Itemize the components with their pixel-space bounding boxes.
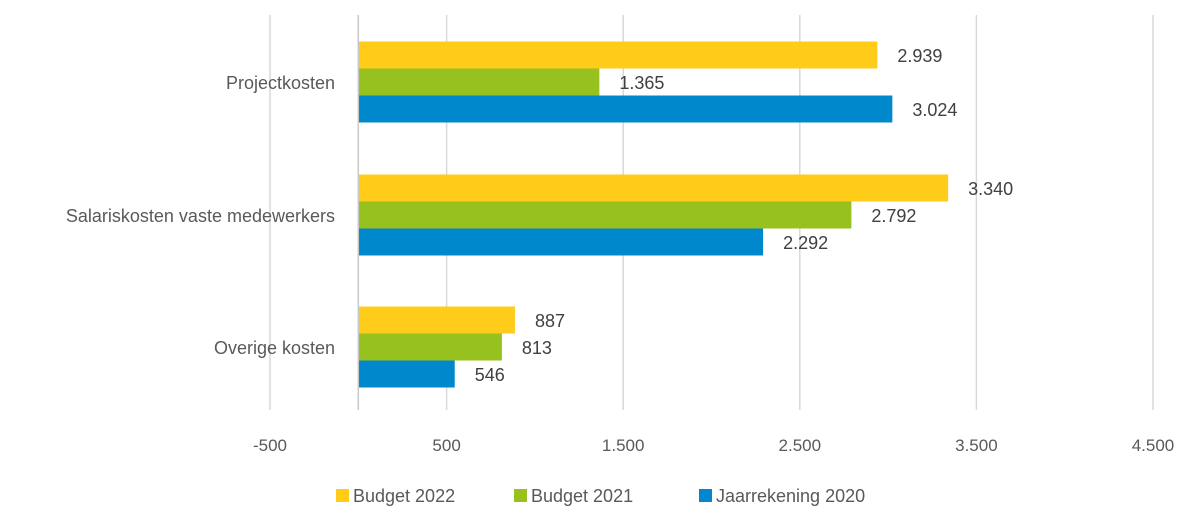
x-tick-label-5: 3.500 (955, 436, 998, 455)
category-labels: Projectkosten Salariskosten vaste medewer… (66, 73, 335, 358)
bar-3-2 (358, 333, 502, 361)
bar-1-2 (358, 68, 600, 96)
data-label-3-3: 546 (475, 365, 505, 385)
data-label-2-3: 2.292 (783, 233, 828, 253)
data-label-2-2: 2.792 (871, 206, 916, 226)
data-label-3-2: 813 (522, 338, 552, 358)
category-label-1: Projectkosten (226, 73, 335, 93)
legend-label-1: Budget 2022 (353, 486, 455, 506)
category-label-2: Salariskosten vaste medewerkers (66, 206, 335, 226)
x-tick-label-6: 4.500 (1132, 436, 1175, 455)
x-tick-label-1: -500 (253, 436, 287, 455)
x-tick-label-4: 2.500 (779, 436, 822, 455)
bar-2-1 (358, 174, 949, 202)
data-label-1-1: 2.939 (897, 46, 942, 66)
legend-label-2: Budget 2021 (531, 486, 633, 506)
x-tick-labels: -500 500 1.500 2.500 3.500 4.500 (253, 436, 1174, 455)
bars (358, 41, 949, 388)
bar-2-2 (358, 201, 852, 229)
data-labels: 2.939 1.365 3.024 3.340 2.792 2.292 887 813 546 (475, 46, 1013, 385)
data-label-2-1: 3.340 (968, 179, 1013, 199)
bar-1-1 (358, 41, 878, 69)
x-tick-label-3: 1.500 (602, 436, 645, 455)
legend-label-3: Jaarrekening 2020 (716, 486, 865, 506)
bar-1-3 (358, 95, 893, 123)
x-tick-label-2: 500 (432, 436, 460, 455)
bar-3-3 (358, 360, 455, 388)
category-label-3: Overige kosten (214, 338, 335, 358)
legend-swatch-1 (336, 489, 349, 502)
data-label-3-1: 887 (535, 311, 565, 331)
legend-swatch-3 (699, 489, 712, 502)
data-label-1-3: 3.024 (912, 100, 957, 120)
bar-2-3 (358, 228, 764, 256)
legend-swatch-2 (514, 489, 527, 502)
data-label-1-2: 1.365 (619, 73, 664, 93)
legend: Budget 2022 Budget 2021 Jaarrekening 2020 (336, 486, 865, 506)
bar-3-1 (358, 306, 515, 334)
